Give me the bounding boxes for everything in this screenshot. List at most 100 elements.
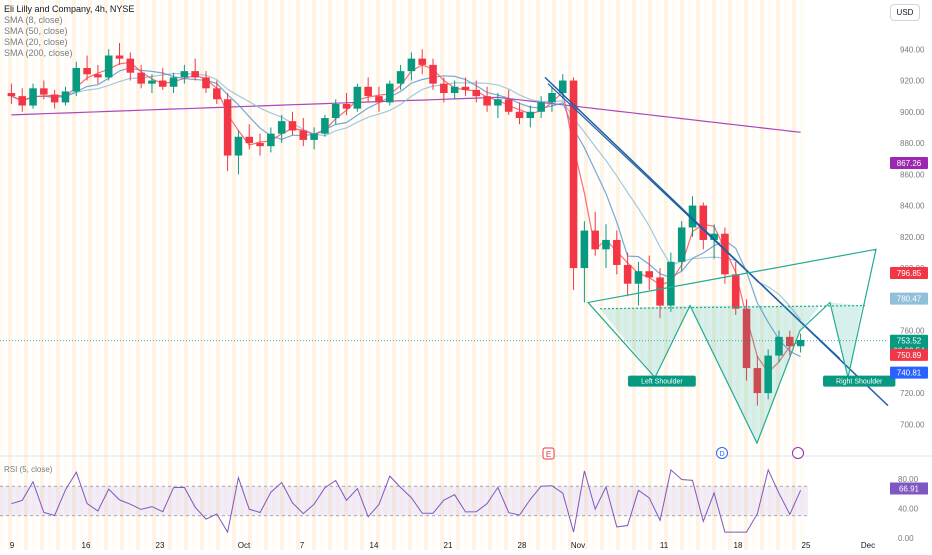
session-stripe [712,0,716,550]
session-stripe [384,0,388,550]
candle-body [634,271,643,284]
legend: Eli Lilly and Company, 4h, NYSE SMA (8, … [4,4,134,59]
price-badge-text: 753.52 [897,337,922,346]
trendline-lower [547,83,841,360]
candle-body [731,274,740,309]
candle-body [775,336,783,356]
time-axis-label: 16 [82,541,91,550]
candle-body [169,77,178,87]
candle-body [310,133,318,140]
candle-body [591,230,599,250]
session-stripe [120,0,124,550]
candle-body [137,72,145,84]
session-stripe [288,0,292,550]
candle-body [148,80,156,84]
candle-body [7,93,16,97]
session-stripe [128,0,132,550]
price-badge-bg [890,366,928,379]
session-stripe [368,0,372,550]
session-stripe [560,0,564,550]
session-stripe [600,0,604,550]
session-stripe [80,0,84,550]
session-stripe [528,0,532,550]
session-stripe [704,0,708,550]
session-stripe [768,0,772,550]
rsi-line [11,468,802,534]
candle-body [126,58,135,73]
session-stripe [448,0,452,550]
rsi-label: RSI (5, close) [4,465,53,474]
session-stripe [208,0,212,550]
candle-body [191,71,199,78]
candle-body [699,205,708,240]
session-stripe [456,0,460,550]
session-stripe [464,0,468,550]
candle-body [796,339,805,347]
candle-body [753,368,762,394]
candle-body [267,133,275,147]
candle-body [353,86,362,109]
price-badge: 740.81 [890,366,928,379]
candle-body [202,77,210,89]
session-stripe [160,0,164,550]
indicator-sma8: SMA (8, close) [4,15,63,25]
session-stripe [440,0,444,550]
right-shoulder-label-bg [823,375,896,387]
candle-body [764,355,772,394]
price-badge-bg [890,334,928,347]
candle-body [418,58,426,65]
session-stripe [144,0,148,550]
session-stripe [728,0,732,550]
session-stripe [256,0,260,550]
session-stripe [472,0,476,550]
pattern-outline [586,248,877,445]
session-stripe [536,0,540,550]
session-stripe [800,0,804,550]
price-badge: 796.85 [890,266,928,279]
time-axis-label: 18 [734,541,743,550]
candle-body [115,55,124,59]
session-stripe [576,0,580,550]
session-stripe [632,0,636,550]
price-tick-label: 840.00 [900,202,925,211]
candle-body [677,227,686,262]
candle-body [472,89,481,97]
candle-body [656,277,664,306]
price-tick-label: 720.00 [900,389,925,398]
session-stripe [312,0,316,550]
session-stripe [72,0,76,550]
time-axis-label: 21 [444,541,453,550]
session-stripe [136,0,140,550]
rsi-tick-label: 0.00 [898,534,914,543]
event-e-box [542,447,555,460]
session-stripe [240,0,244,550]
candle-body [623,264,632,284]
price-badge-bg [890,348,928,361]
candle-body [321,118,329,134]
session-stripe [352,0,356,550]
candle-body [277,121,286,134]
candle-body [104,55,113,78]
session-stripe [0,0,4,550]
time-axis-label: Dec [861,541,875,550]
session-stripe [336,0,340,550]
candle-body [158,80,167,87]
candle-body [29,88,37,106]
candle-body [450,86,459,94]
left-shoulder-fill [600,305,690,378]
candle-body [526,111,535,119]
time-axis-label: Nov [571,541,585,550]
session-stripe [272,0,276,550]
time-axis-label: 25 [802,541,811,550]
session-stripe [32,0,36,550]
currency-selector[interactable]: USD [890,4,920,21]
session-stripe [752,0,756,550]
candle-body [407,58,416,72]
candle-body [364,86,372,97]
price-badge-text: 796.85 [897,269,922,278]
session-stripe [112,0,116,550]
session-stripe [224,0,228,550]
session-stripe [320,0,324,550]
